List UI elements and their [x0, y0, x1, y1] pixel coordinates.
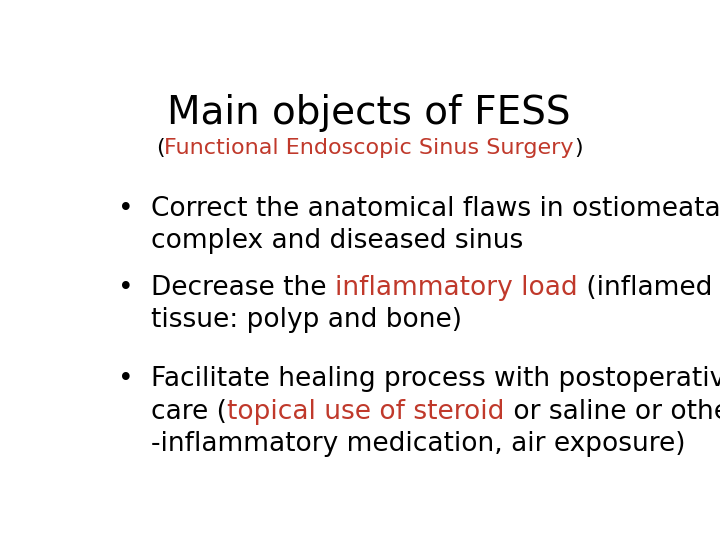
Text: tissue: polyp and bone): tissue: polyp and bone)	[151, 307, 462, 333]
Text: or saline or other anti: or saline or other anti	[505, 399, 720, 424]
Text: complex and diseased sinus: complex and diseased sinus	[151, 228, 523, 254]
Text: Main objects of FESS: Main objects of FESS	[167, 94, 571, 132]
Text: •: •	[118, 196, 133, 222]
Text: topical use of steroid: topical use of steroid	[228, 399, 505, 424]
Text: Functional Endoscopic Sinus Surgery: Functional Endoscopic Sinus Surgery	[164, 138, 574, 158]
Text: -inflammatory medication, air exposure): -inflammatory medication, air exposure)	[151, 431, 686, 457]
Text: (inflamed: (inflamed	[578, 275, 712, 301]
Text: (: (	[156, 138, 164, 158]
Text: Facilitate healing process with postoperative: Facilitate healing process with postoper…	[151, 366, 720, 392]
Text: •: •	[118, 366, 133, 392]
Text: •: •	[118, 275, 133, 301]
Text: Decrease the: Decrease the	[151, 275, 336, 301]
Text: inflammatory load: inflammatory load	[336, 275, 578, 301]
Text: care (: care (	[151, 399, 228, 424]
Text: Correct the anatomical flaws in ostiomeatal: Correct the anatomical flaws in ostiomea…	[151, 196, 720, 222]
Text: ): )	[574, 138, 582, 158]
